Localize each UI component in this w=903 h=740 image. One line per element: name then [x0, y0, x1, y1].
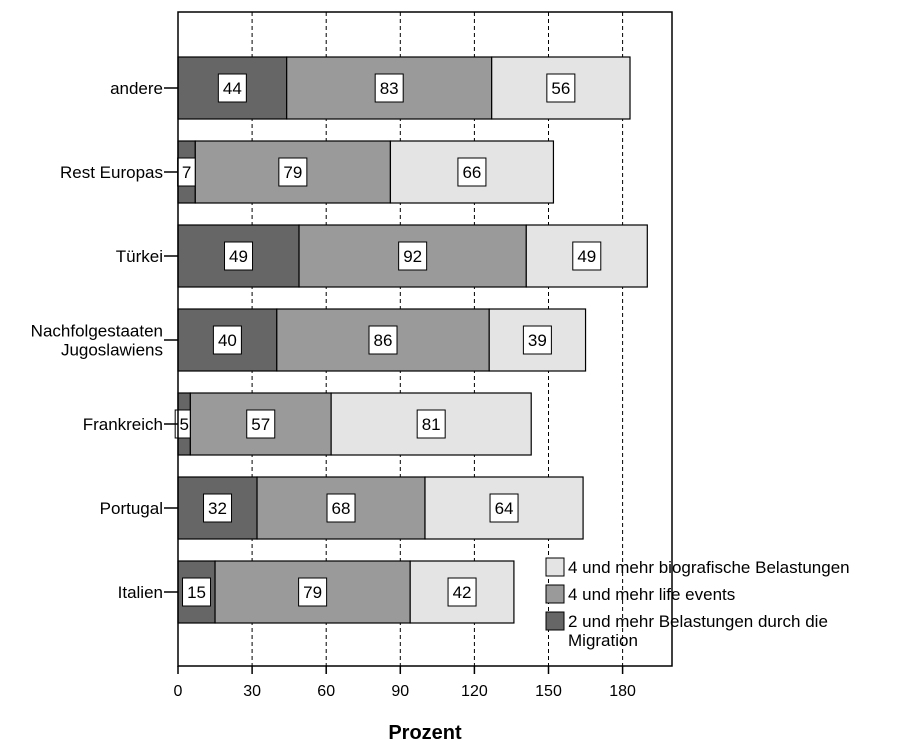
category-label: Jugoslawiens — [61, 341, 163, 360]
data-label-box — [217, 73, 247, 103]
x-tick-label: 120 — [461, 683, 488, 700]
legend-label: 4 und mehr life events — [568, 585, 735, 604]
data-label: 57 — [251, 415, 270, 434]
bars-group: 44 83 56 7 79 66 49 92 49 40 86 39 5 57 81 32 68 64 15 79 42 — [174, 56, 648, 624]
legend-label: Migration — [568, 631, 638, 650]
x-tick-label: 30 — [243, 683, 261, 700]
data-label-box — [447, 577, 477, 607]
data-label: 66 — [462, 163, 481, 182]
data-label-box — [457, 157, 487, 187]
data-label-box — [368, 325, 398, 355]
x-tick-label: 0 — [174, 683, 183, 700]
data-label-box — [246, 409, 276, 439]
data-label-box — [224, 241, 254, 271]
data-label: 40 — [218, 331, 237, 350]
data-label-box — [278, 157, 308, 187]
data-label-box — [572, 241, 602, 271]
category-label: Rest Europas — [60, 163, 163, 182]
x-axis-title: Prozent — [388, 722, 462, 740]
data-label: 86 — [374, 331, 393, 350]
category-label: Nachfolgestaaten — [31, 322, 163, 341]
data-label-box — [298, 577, 328, 607]
x-tick-label: 60 — [317, 683, 335, 700]
category-labels: andere Rest Europas Türkei Nachfolgestaaten… — [31, 79, 163, 602]
data-label: 56 — [551, 79, 570, 98]
category-label: Portugal — [100, 499, 163, 518]
data-label-box — [374, 73, 404, 103]
legend: 4 und mehr biografische Belastungen 4 und… — [545, 557, 850, 650]
category-label: Frankreich — [83, 415, 163, 434]
data-label: 79 — [303, 583, 322, 602]
data-label: 42 — [453, 583, 472, 602]
category-label: andere — [110, 79, 163, 98]
data-label: 39 — [528, 331, 547, 350]
data-label: 92 — [403, 247, 422, 266]
legend-swatch — [545, 584, 565, 604]
legend-label: 4 und mehr biografische Belastungen — [568, 558, 850, 577]
data-label: 79 — [283, 163, 302, 182]
data-label: 64 — [495, 499, 514, 518]
data-label-box — [546, 73, 576, 103]
data-label: 83 — [380, 79, 399, 98]
legend-swatch — [545, 557, 565, 577]
x-tick-label: 150 — [535, 683, 562, 700]
legend-swatch — [545, 611, 565, 631]
bar-segment — [389, 140, 555, 204]
bar-segment — [424, 476, 584, 540]
data-label: 5 — [179, 415, 188, 434]
data-label-box — [489, 493, 519, 523]
data-label: 32 — [208, 499, 227, 518]
data-label: 49 — [577, 247, 596, 266]
data-label: 44 — [223, 79, 242, 98]
x-tick-label: 180 — [609, 683, 636, 700]
category-label: Türkei — [116, 247, 163, 266]
data-label-box — [203, 493, 233, 523]
data-label-box — [326, 493, 356, 523]
data-label: 7 — [182, 163, 191, 182]
plot-frame — [177, 11, 673, 667]
data-label-box — [398, 241, 428, 271]
data-label: 49 — [229, 247, 248, 266]
grid-lines — [251, 12, 624, 666]
x-tick-label: 90 — [391, 683, 409, 700]
category-label: Italien — [118, 583, 163, 602]
data-label: 15 — [187, 583, 206, 602]
data-label: 81 — [422, 415, 441, 434]
axis-ticks: 0 30 60 90 120 150 180 — [164, 87, 636, 700]
data-label: 68 — [332, 499, 351, 518]
data-label-box — [416, 409, 446, 439]
data-label-box — [182, 577, 212, 607]
data-label-box — [522, 325, 552, 355]
data-label-box — [212, 325, 242, 355]
legend-label: 2 und mehr Belastungen durch die — [568, 612, 828, 631]
